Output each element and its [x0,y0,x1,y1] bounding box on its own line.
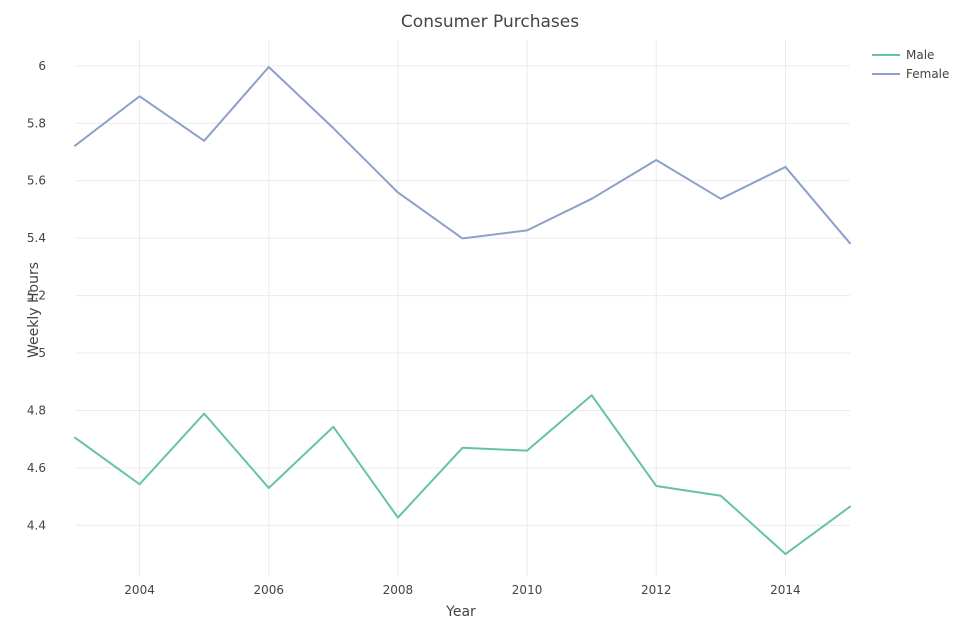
x-tick-label: 2014 [770,583,801,597]
x-tick-label: 2006 [253,583,284,597]
legend-item-male[interactable]: Male [872,48,934,62]
x-axis-ticks: 2004 2006 2008 2010 2012 2014 [124,583,800,597]
legend[interactable]: Male Female [872,48,949,81]
y-axis-ticks: 4.4 4.6 4.8 5 5.2 5.4 5.6 5.8 6 [27,59,46,532]
legend-label: Male [906,48,934,62]
y-tick-label: 4.4 [27,518,46,532]
x-tick-label: 2010 [512,583,543,597]
x-axis-title: Year [445,604,476,620]
x-tick-label: 2004 [124,583,155,597]
y-tick-label: 5.8 [27,116,46,130]
series-line-male [74,394,851,556]
y-tick-label: 5.6 [27,174,46,188]
chart-title: Consumer Purchases [401,12,579,32]
y-tick-label: 5.4 [27,231,46,245]
y-tick-label: 4.6 [27,461,46,475]
x-tick-label: 2012 [641,583,672,597]
y-tick-label: 5.2 [27,289,46,303]
legend-label: Female [906,67,949,81]
y-axis-title: Weekly Hours [26,262,42,358]
grid [75,40,850,577]
x-tick-label: 2008 [383,583,414,597]
legend-item-female[interactable]: Female [872,67,949,81]
series-layer [74,65,851,556]
series-line-female [74,65,851,245]
y-tick-label: 5 [38,346,46,360]
y-tick-label: 6 [38,59,46,73]
y-tick-label: 4.8 [27,403,46,417]
